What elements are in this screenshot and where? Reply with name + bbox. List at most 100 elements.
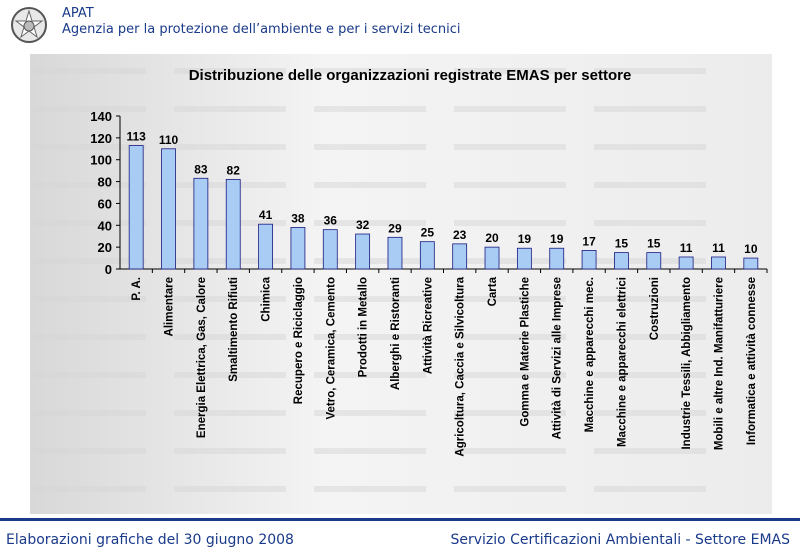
watermark-mark — [454, 258, 566, 264]
y-tick-label: 20 — [98, 240, 112, 255]
watermark-mark — [34, 144, 146, 150]
data-label: 110 — [159, 133, 179, 147]
watermark-mark — [174, 448, 286, 454]
watermark-mark — [174, 486, 286, 492]
watermark-mark — [454, 486, 566, 492]
watermark-mark — [594, 296, 706, 302]
watermark-mark — [34, 372, 146, 378]
data-label: 20 — [485, 231, 499, 245]
x-tick-label: Carta — [487, 276, 499, 306]
x-tick-label: Gomma e Materie Plastiche — [519, 277, 531, 427]
bar — [452, 243, 468, 270]
x-tick-label: Prodotti in Metallo — [358, 277, 370, 377]
watermark-mark — [314, 144, 426, 150]
watermark-mark — [454, 182, 566, 188]
watermark-mark — [34, 296, 146, 302]
x-tick-label: Mobili e altre Ind. Manifatturiere — [713, 277, 725, 450]
watermark-mark — [454, 410, 566, 416]
watermark-mark — [174, 372, 286, 378]
y-tick-label: 60 — [98, 196, 112, 211]
bar — [678, 256, 694, 270]
data-label: 17 — [582, 234, 596, 248]
data-label: 36 — [324, 214, 338, 228]
watermark-mark — [174, 106, 286, 112]
x-tick-label: Recupero e Riciclaggio — [293, 277, 305, 404]
watermark-mark — [314, 410, 426, 416]
bar — [387, 236, 403, 270]
data-label: 38 — [291, 211, 305, 225]
bar — [614, 252, 629, 270]
watermark-mark — [34, 410, 146, 416]
watermark-mark — [174, 410, 286, 416]
x-tick-label: P. A. — [131, 277, 143, 301]
watermark-mark — [594, 144, 706, 150]
watermark-mark — [314, 296, 426, 302]
x-tick-label: Informatica e attività connesse — [746, 277, 758, 445]
watermark-mark — [454, 334, 566, 340]
x-tick-label: Macchine e apparecchi elettrici — [616, 277, 628, 447]
watermark-mark — [314, 486, 426, 492]
bar — [161, 148, 176, 270]
x-tick-label: Smaltimento Rifiuti — [228, 277, 240, 382]
bar — [258, 223, 273, 270]
data-label: 15 — [615, 237, 629, 251]
emblem-logo — [11, 7, 47, 43]
watermark-mark — [594, 448, 706, 454]
data-label: 19 — [518, 232, 532, 246]
org-short: APAT — [62, 6, 94, 21]
chart-title: Distribuzione delle organizzazioni regis… — [189, 67, 632, 84]
watermark-mark — [594, 182, 706, 188]
watermark-mark — [314, 106, 426, 112]
watermark-mark — [454, 372, 566, 378]
x-tick-label: Industrie Tessili, Abbigliamento — [681, 277, 693, 450]
watermark-mark — [174, 68, 286, 74]
bar-chart: Distribuzione delle organizzazioni regis… — [34, 67, 768, 492]
bar — [355, 233, 371, 270]
header: APAT Agenzia per la protezione dell’ambi… — [0, 0, 800, 50]
x-tick-label: Costruzioni — [649, 277, 661, 340]
org-full: Agenzia per la protezione dell’ambiente … — [62, 22, 461, 37]
watermark-mark — [454, 448, 566, 454]
bar — [128, 145, 144, 270]
watermark-mark — [454, 106, 566, 112]
x-tick-label: Vetro, Ceramica, Cemento — [325, 277, 337, 420]
data-label: 11 — [712, 241, 725, 255]
watermark-mark — [594, 68, 706, 74]
data-label: 11 — [680, 241, 693, 255]
data-label: 19 — [550, 232, 564, 246]
watermark-mark — [594, 372, 706, 378]
watermark-mark — [594, 220, 706, 226]
x-tick-label: Attività Ricreative — [422, 277, 434, 374]
data-label: 32 — [356, 218, 370, 232]
y-tick-label: 0 — [105, 262, 112, 277]
watermark-mark — [594, 410, 706, 416]
bar — [743, 257, 759, 270]
bar — [711, 256, 726, 270]
bar — [516, 247, 532, 270]
watermark-mark — [174, 144, 286, 150]
footer-right: Servizio Certificazioni Ambientali - Set… — [450, 532, 790, 548]
watermark-mark — [454, 220, 566, 226]
watermark-mark — [594, 486, 706, 492]
watermark-mark — [594, 106, 706, 112]
watermark-mark — [454, 68, 566, 74]
bar — [581, 250, 597, 270]
data-label: 113 — [126, 130, 146, 144]
y-tick-label: 120 — [90, 131, 112, 146]
watermark-mark — [314, 220, 426, 226]
data-label: 83 — [194, 162, 208, 176]
x-tick-label: Alberghi e Ristoranti — [390, 277, 402, 390]
footer-divider — [0, 518, 800, 521]
watermark-mark — [34, 258, 146, 264]
data-label: 29 — [388, 221, 402, 235]
x-tick-label: Attività di Servizi alle Imprese — [552, 277, 564, 439]
bar — [290, 227, 306, 270]
bar — [484, 246, 500, 270]
bar — [419, 241, 435, 270]
y-tick-label: 140 — [90, 109, 112, 124]
y-tick-label: 100 — [90, 153, 112, 168]
watermark-mark — [454, 296, 566, 302]
x-tick-label: Chimica — [261, 276, 273, 321]
chart-panel: Distribuzione delle organizzazioni regis… — [30, 54, 772, 514]
watermark-mark — [34, 486, 146, 492]
